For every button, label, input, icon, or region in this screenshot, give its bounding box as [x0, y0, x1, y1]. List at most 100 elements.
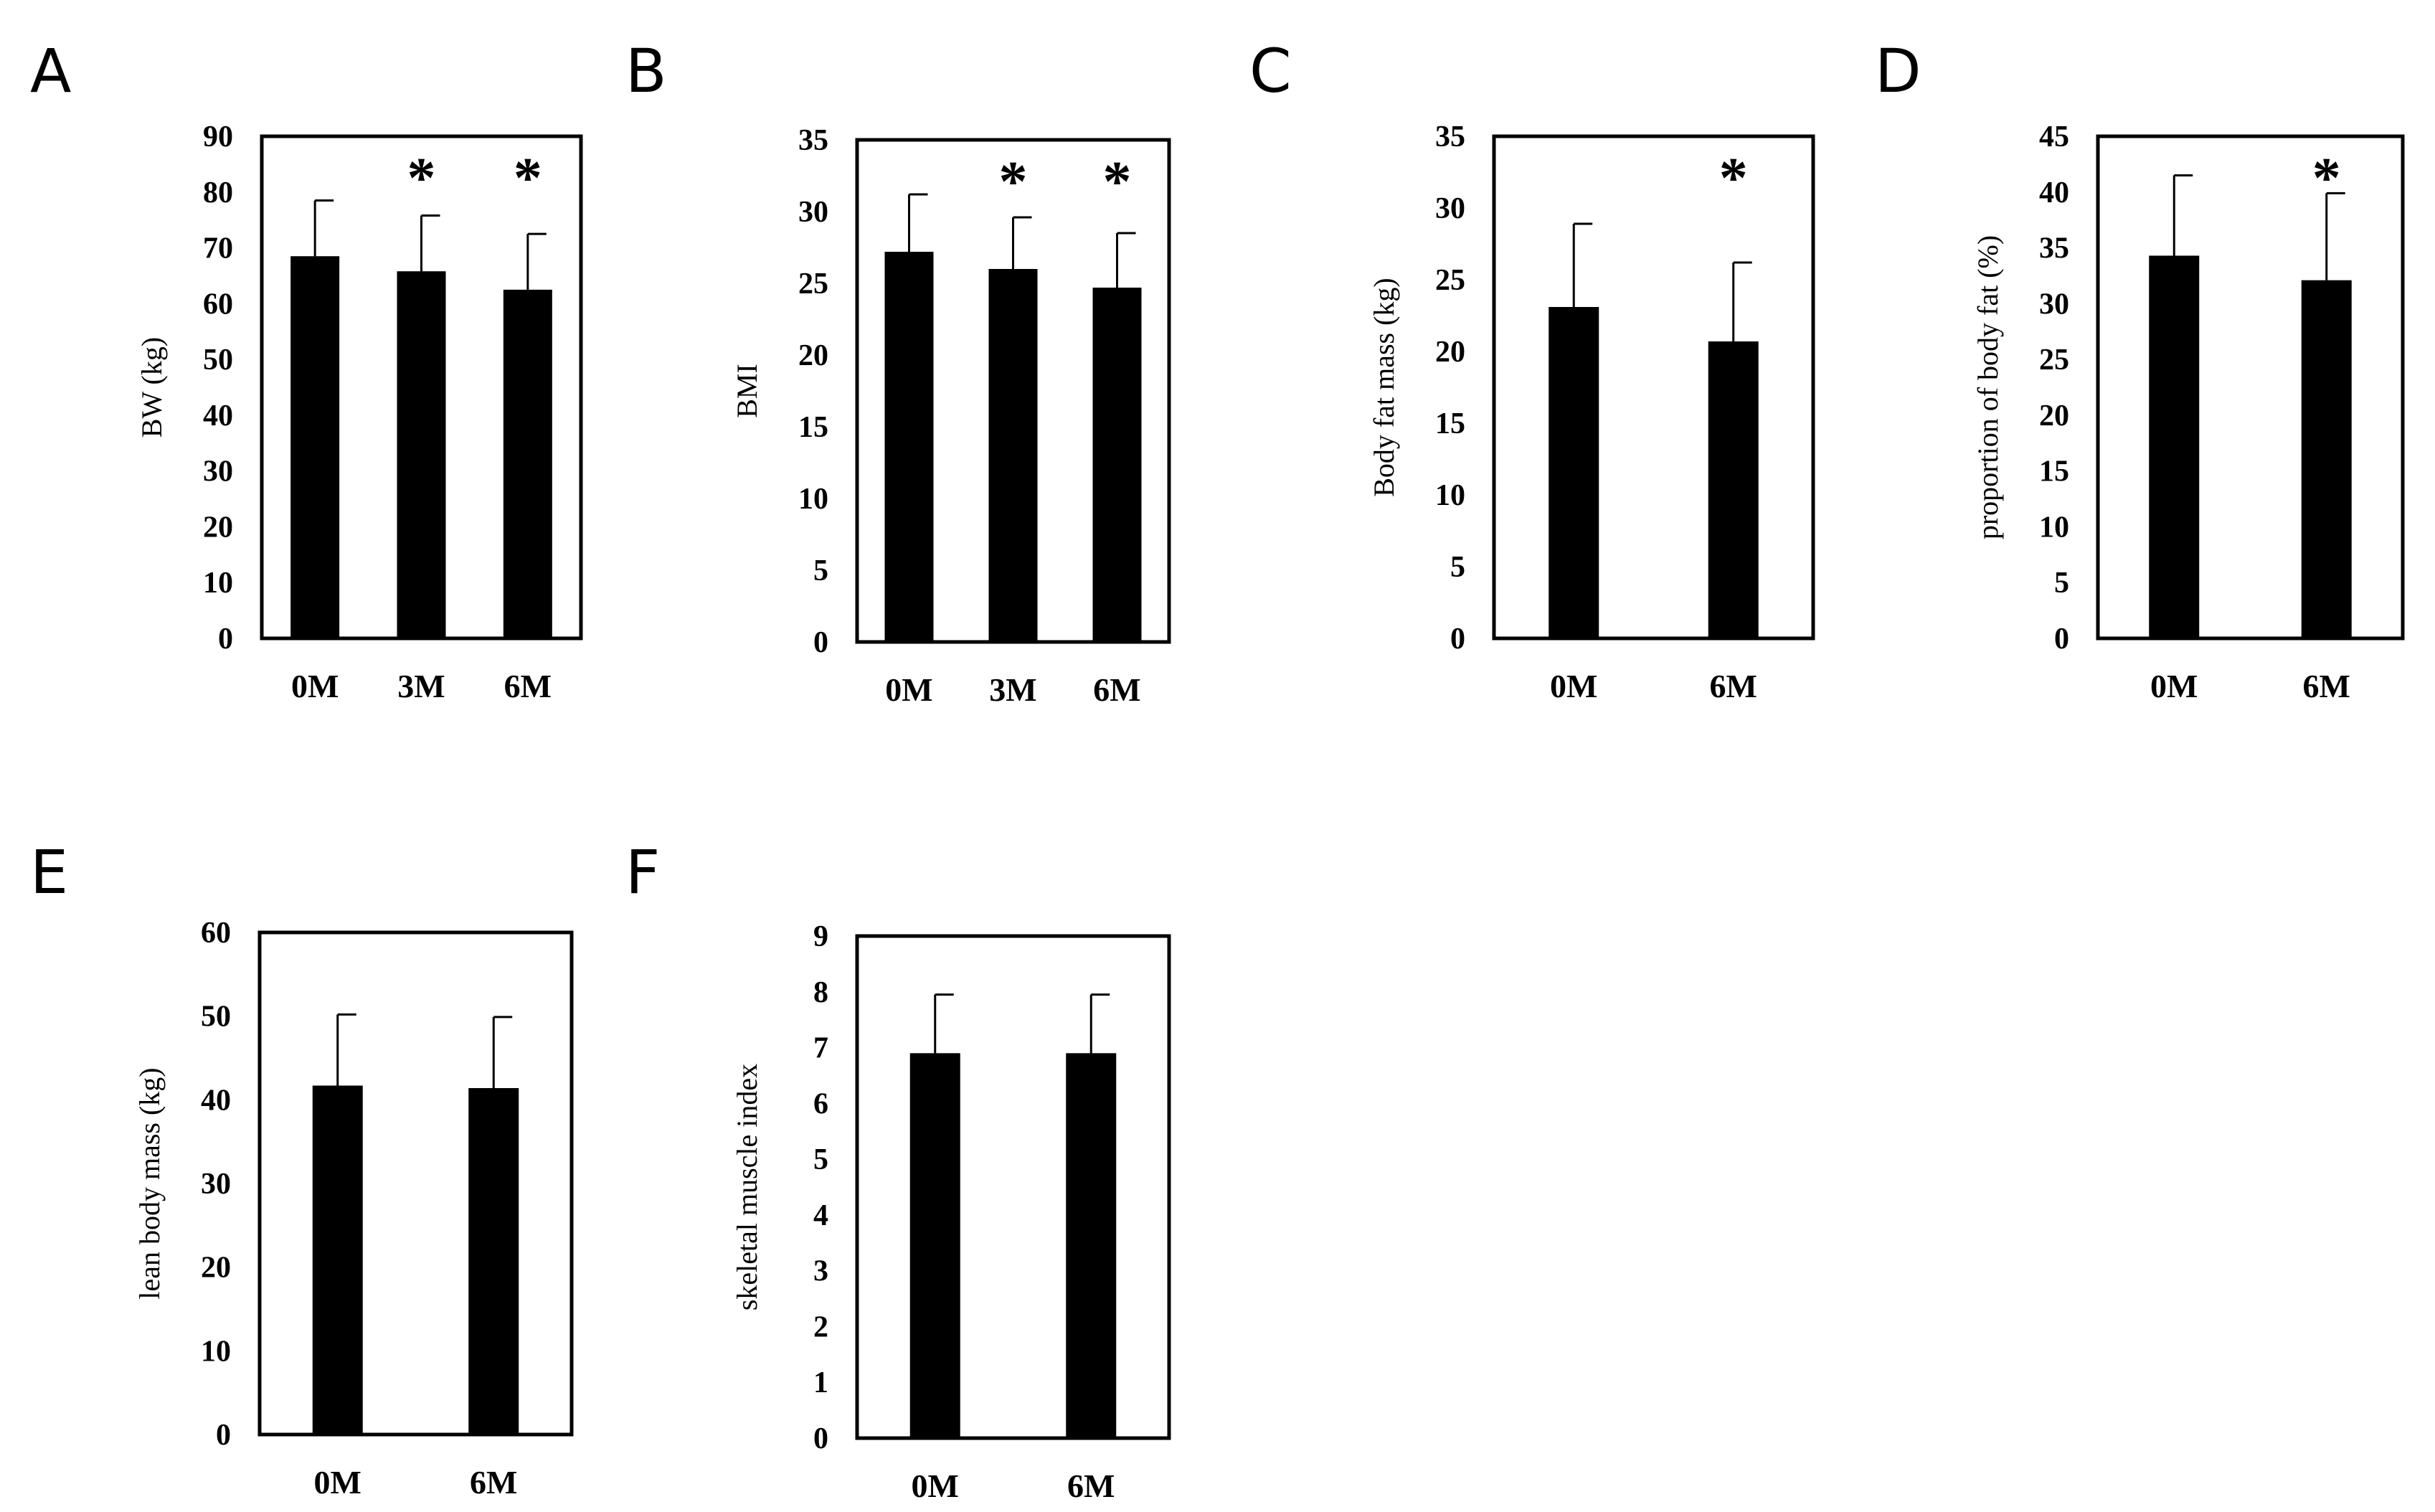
panel-a-ytick-label: 90 — [203, 121, 233, 153]
panel-f-letter: F — [625, 837, 660, 907]
panel-e-category-label: 6M — [470, 1464, 517, 1501]
panel-f-ytick-label: 8 — [813, 976, 828, 1009]
panel-f-ytick-label: 0 — [813, 1422, 828, 1455]
panel-c-ytick-label: 30 — [1435, 192, 1465, 225]
panel-c-ytick-label: 20 — [1435, 336, 1465, 369]
panel-d-ytick-label: 30 — [2039, 288, 2069, 321]
panel-e-bar-0M — [312, 1085, 363, 1435]
panel-e-ytick-label: 20 — [201, 1252, 231, 1285]
panel-d-ytick-label: 10 — [2039, 511, 2069, 544]
panel-d-ytick-label: 25 — [2039, 344, 2069, 377]
panel-c-category-label: 6M — [1710, 668, 1757, 704]
panel-a-category-label: 6M — [504, 668, 552, 704]
panel-b-ytick-label: 35 — [798, 124, 828, 157]
panel-e-ytick-label: 60 — [201, 917, 231, 950]
panel-b-ytick-label: 15 — [798, 411, 828, 444]
panel-c-category-label: 0M — [1550, 668, 1597, 704]
panel-d-ytick-label: 5 — [2054, 567, 2069, 600]
panel-e-plot-frame — [257, 930, 574, 1437]
panel-b-category-label: 0M — [885, 671, 932, 708]
panel-a-category-label: 3M — [397, 668, 445, 704]
panel-b-bar-6M — [1092, 288, 1142, 642]
panel-a-bar-3M — [397, 271, 446, 638]
panel-e-ytick-label: 40 — [201, 1084, 231, 1117]
panel-a-y-axis-label: BW (kg) — [136, 337, 168, 438]
panel-f-y-axis-label: skeletal muscle index — [731, 1064, 763, 1310]
panel-e-ytick-label: 10 — [201, 1335, 231, 1368]
panel-c-plot-frame — [1492, 134, 1815, 641]
panel-b-category-label: 3M — [989, 671, 1036, 708]
panel-d-letter: D — [1875, 36, 1921, 106]
panel-f-plot-frame — [855, 934, 1171, 1440]
panel-d-bar-6M — [2301, 280, 2352, 638]
panel-b-category-label: 6M — [1093, 671, 1140, 708]
panel-f-bar-6M — [1066, 1053, 1117, 1438]
panel-b-bar-0M — [884, 252, 934, 642]
panel-b-y-axis-label: BMI — [731, 364, 763, 418]
panel-e-ytick-label: 50 — [201, 1001, 231, 1034]
panel-d-ytick-label: 20 — [2039, 400, 2069, 433]
panel-f-ytick-label: 6 — [813, 1087, 828, 1120]
panel-f-category-label: 6M — [1067, 1468, 1115, 1504]
panel-d-category-label: 0M — [2150, 668, 2198, 704]
panel-d-ytick-label: 40 — [2039, 176, 2069, 209]
panel-c-ytick-label: 10 — [1435, 479, 1465, 512]
panel-d-significance-6M: * — [2312, 147, 2341, 210]
panel-b-significance-6M: * — [1103, 151, 1132, 214]
panel-c-letter: C — [1249, 36, 1292, 106]
panel-b-ytick-label: 10 — [798, 483, 828, 516]
panel-c-ytick-label: 15 — [1435, 407, 1465, 440]
panel-b-ytick-label: 0 — [813, 626, 828, 659]
panel-c-bar-6M — [1708, 341, 1759, 638]
panel-b-bar-3M — [988, 269, 1038, 642]
panel-b-ytick-label: 5 — [813, 554, 828, 587]
panel-f-ytick-label: 3 — [813, 1255, 828, 1288]
panel-d-category-label: 6M — [2303, 668, 2350, 704]
panel-a-ytick-label: 40 — [203, 400, 233, 433]
panel-f-ytick-label: 2 — [813, 1310, 828, 1343]
panel-f-ytick-label: 1 — [813, 1366, 828, 1399]
panel-c-ytick-label: 35 — [1435, 121, 1465, 153]
panel-e-category-label: 0M — [314, 1464, 361, 1501]
panel-f-ytick-label: 5 — [813, 1143, 828, 1176]
panel-a-ytick-label: 60 — [203, 288, 233, 321]
panel-a-letter: A — [30, 36, 71, 106]
panel-b-ytick-label: 25 — [798, 268, 828, 301]
panel-e-ytick-label: 30 — [201, 1168, 231, 1201]
panel-e-y-axis-label: lean body mass (kg) — [133, 1067, 166, 1299]
panel-e-letter: E — [30, 837, 68, 907]
panel-a-ytick-label: 80 — [203, 176, 233, 209]
panel-c-ytick-label: 25 — [1435, 264, 1465, 297]
panel-c-ytick-label: 5 — [1450, 551, 1465, 584]
panel-d-ytick-label: 45 — [2039, 121, 2069, 153]
panel-b-significance-3M: * — [999, 151, 1028, 214]
panel-b-ytick-label: 20 — [798, 339, 828, 372]
panel-e-bar-6M — [468, 1088, 519, 1435]
panel-b-ytick-label: 30 — [798, 196, 828, 229]
panel-a-ytick-label: 70 — [203, 232, 233, 265]
panel-a-ytick-label: 50 — [203, 344, 233, 377]
panel-c-y-axis-label: Body fat mass (kg) — [1368, 278, 1400, 497]
panel-c-bar-0M — [1549, 307, 1599, 638]
panel-c-ytick-label: 0 — [1450, 623, 1465, 656]
panel-f-ytick-label: 9 — [813, 920, 828, 953]
panel-a-bar-0M — [290, 256, 340, 638]
panel-a-category-label: 0M — [291, 668, 339, 704]
panel-f-category-label: 0M — [912, 1468, 959, 1504]
panel-a-ytick-label: 30 — [203, 455, 233, 488]
panel-b-letter: B — [625, 36, 667, 106]
panel-d-ytick-label: 0 — [2054, 623, 2069, 656]
panel-d-y-axis-label: proportion of body fat (%) — [1972, 235, 2004, 539]
panel-f-ytick-label: 7 — [813, 1032, 828, 1065]
panel-e-ytick-label: 0 — [216, 1419, 231, 1452]
panel-a-significance-3M: * — [407, 147, 436, 210]
panel-a-ytick-label: 20 — [203, 511, 233, 544]
panel-d-plot-frame — [2096, 134, 2405, 641]
panel-a-ytick-label: 10 — [203, 567, 233, 600]
panel-a-ytick-label: 0 — [218, 623, 233, 656]
panel-a-bar-6M — [503, 289, 552, 638]
panel-a-significance-6M: * — [514, 147, 542, 210]
panel-f-bar-0M — [909, 1053, 960, 1438]
panel-d-ytick-label: 35 — [2039, 232, 2069, 265]
